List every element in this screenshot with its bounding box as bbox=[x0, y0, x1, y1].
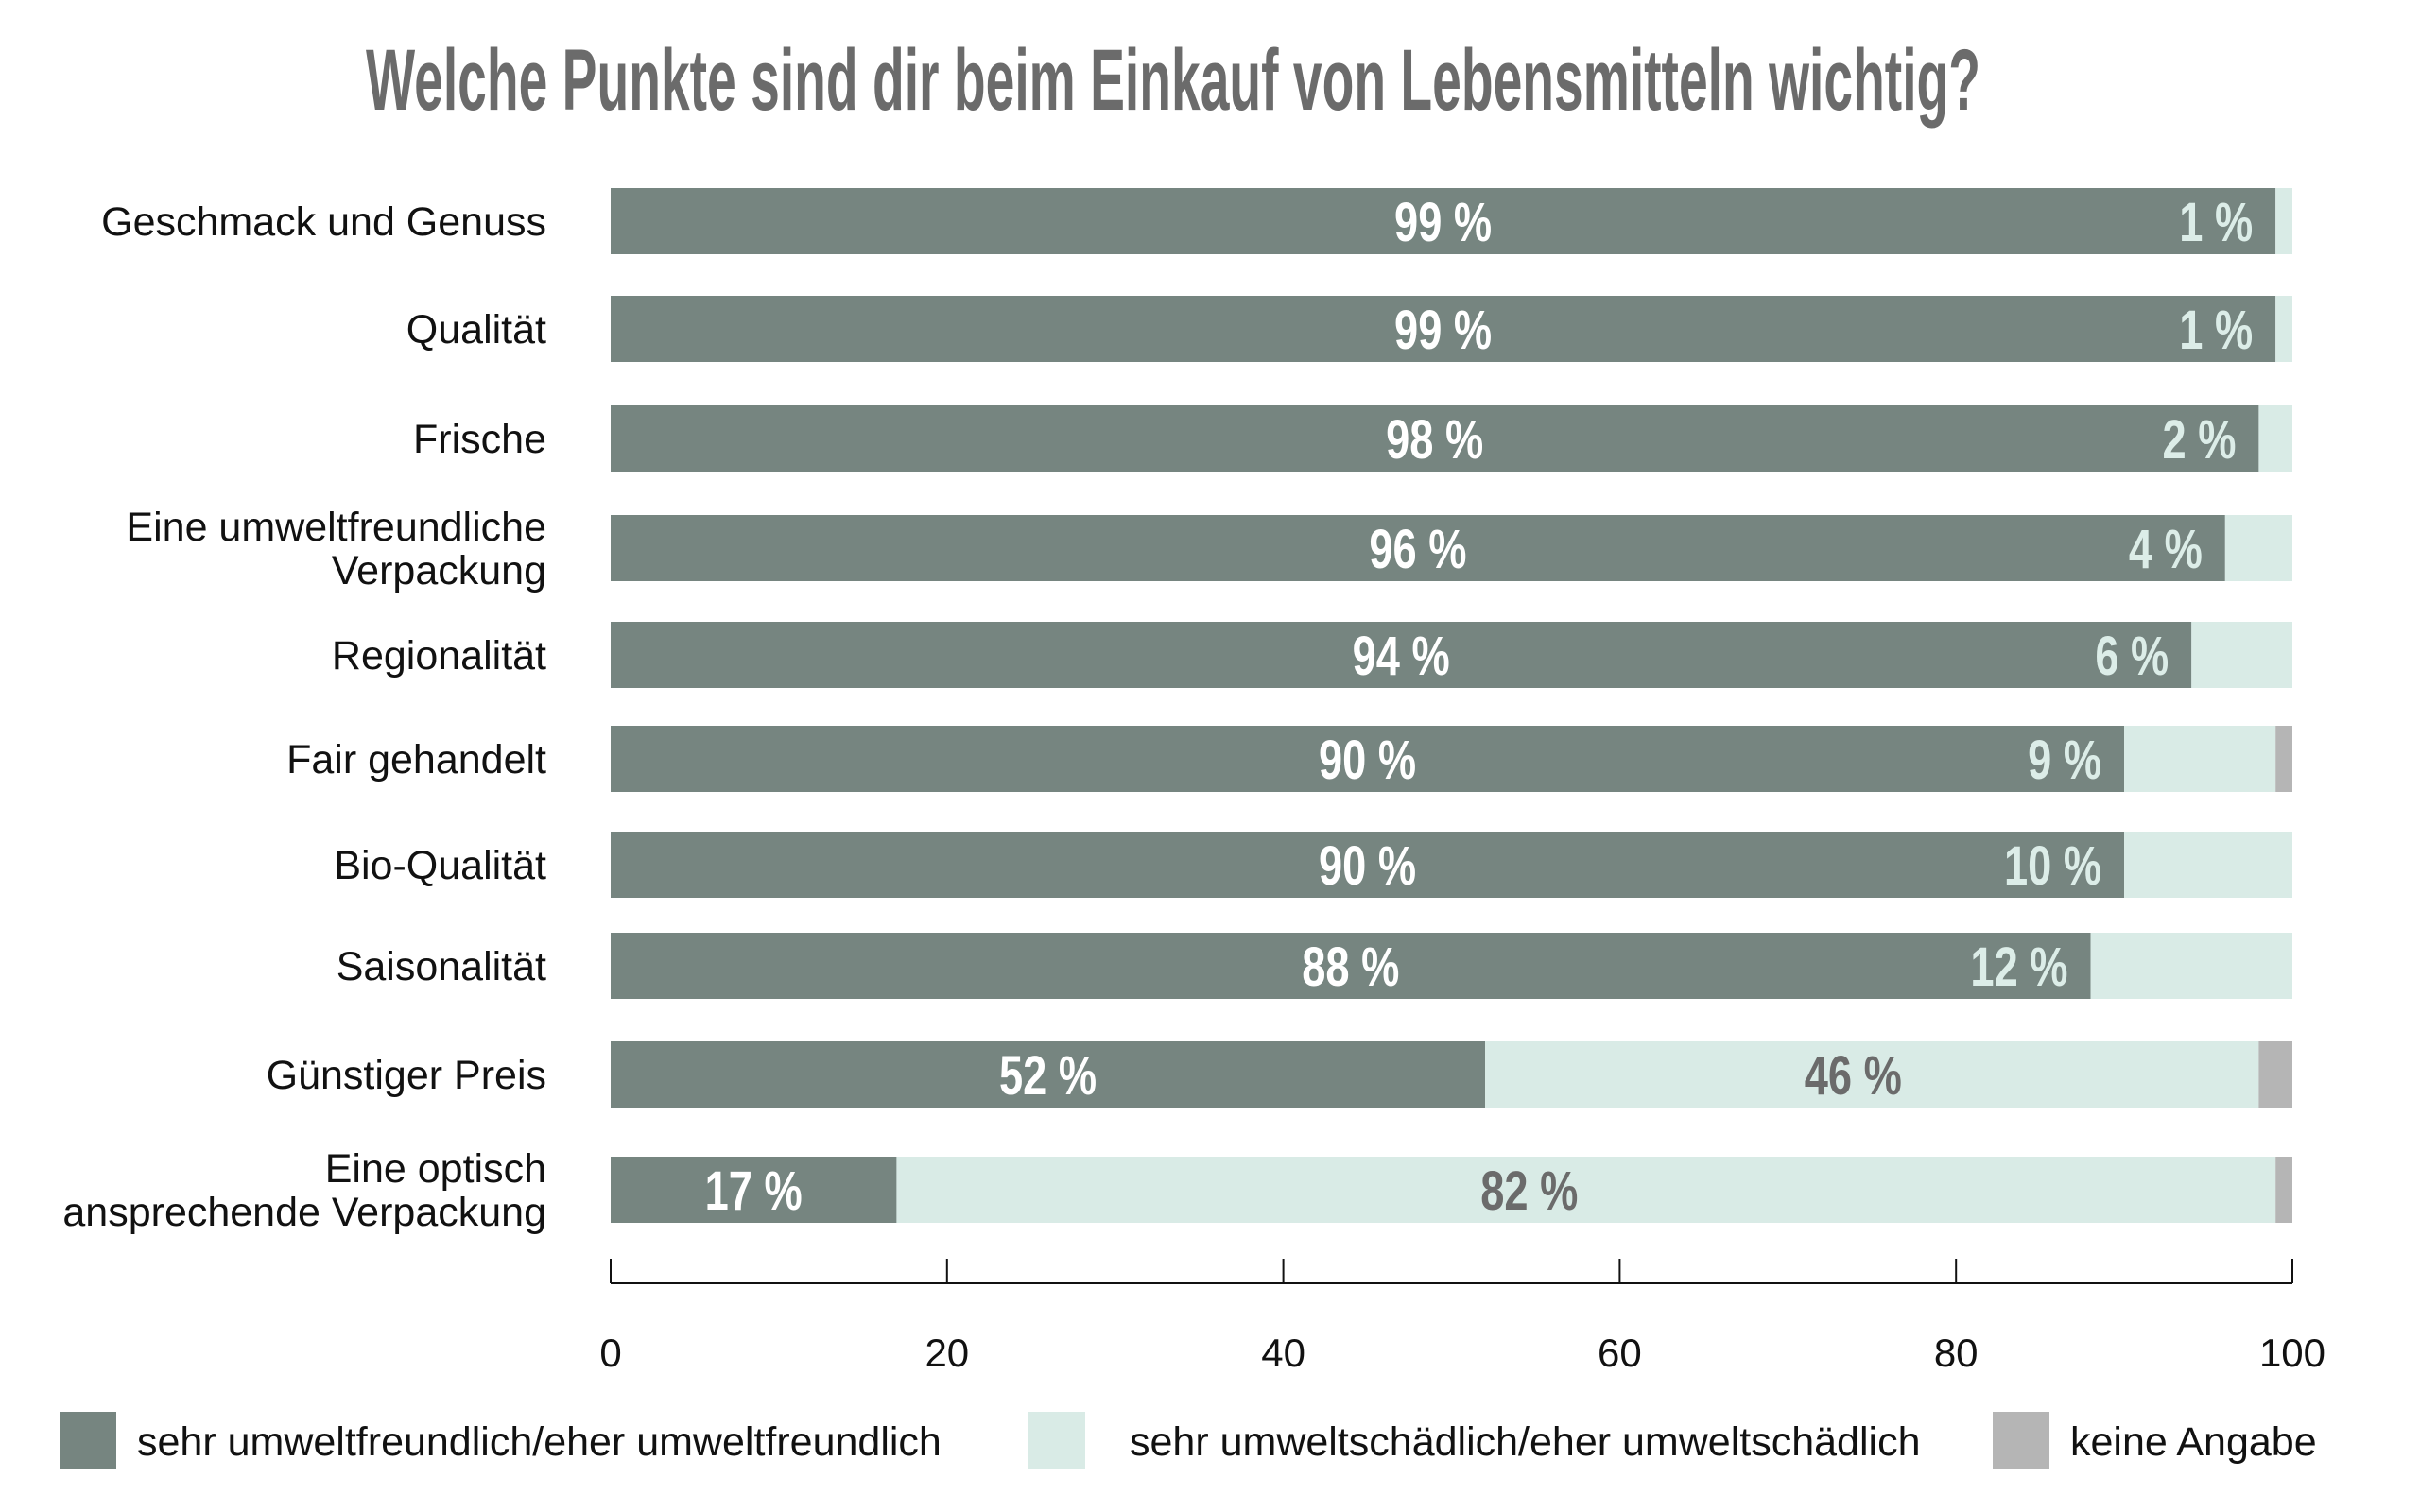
bar-segment-negative bbox=[1485, 1041, 2259, 1108]
category-labels: Geschmack und Genuss Qualität Frische Eine … bbox=[62, 199, 546, 1235]
category-label: Verpackung bbox=[332, 548, 546, 593]
x-axis: 0 20 40 60 80 100 bbox=[599, 1259, 2325, 1375]
value-label: 82 % bbox=[1480, 1161, 1578, 1223]
bar-segment-negative bbox=[2191, 622, 2292, 688]
chart-title: Welche Punkte sind dir beim Einkauf von … bbox=[366, 32, 1980, 129]
x-tick-label: 80 bbox=[1934, 1331, 1979, 1375]
value-label: 12 % bbox=[1970, 937, 2067, 999]
value-label: 99 % bbox=[1394, 193, 1492, 254]
bar-segment-positive bbox=[611, 622, 2192, 688]
bar-segment-negative bbox=[896, 1157, 2276, 1223]
value-label: 99 % bbox=[1394, 301, 1492, 362]
value-label: 17 % bbox=[705, 1161, 803, 1223]
category-label: ansprechende Verpackung bbox=[62, 1190, 546, 1235]
legend: sehr umweltfreundlich/eher umweltfreundl… bbox=[60, 1412, 2317, 1469]
category-label: Bio-Qualität bbox=[334, 843, 546, 888]
bar-segment-positive bbox=[611, 188, 2276, 254]
x-tick-label: 40 bbox=[1261, 1331, 1305, 1375]
bars bbox=[611, 188, 2292, 1223]
category-label: Qualität bbox=[406, 307, 546, 352]
bar-segment-positive bbox=[611, 933, 2091, 999]
bar-segment-negative bbox=[2124, 832, 2292, 898]
bar-segment-no-answer bbox=[2275, 726, 2292, 792]
legend-swatch bbox=[1028, 1412, 1085, 1469]
category-label: Fair gehandelt bbox=[286, 737, 546, 782]
bar-segment-no-answer bbox=[2258, 1041, 2292, 1108]
legend-label: keine Angabe bbox=[2070, 1419, 2317, 1465]
bar-segment-no-answer bbox=[2275, 1157, 2292, 1223]
legend-swatch bbox=[1993, 1412, 2049, 1469]
bar-value-labels: 99 % 1 % 99 % 1 % 98 % 2 % 96 % 4 % 94 % 6 % 90 % 9… bbox=[705, 193, 2254, 1223]
value-label: 90 % bbox=[1319, 730, 1416, 792]
value-label: 1 % bbox=[2179, 193, 2253, 254]
bar-segment-positive bbox=[611, 1157, 897, 1223]
category-label: Geschmack und Genuss bbox=[101, 199, 546, 245]
value-label: 88 % bbox=[1302, 937, 1399, 999]
value-label: 10 % bbox=[2004, 836, 2101, 898]
category-label: Frische bbox=[413, 417, 546, 462]
bar-segment-positive bbox=[611, 832, 2125, 898]
value-label: 6 % bbox=[2095, 627, 2169, 688]
value-label: 94 % bbox=[1353, 627, 1450, 688]
bar-segment-negative bbox=[2224, 515, 2292, 581]
bar-segment-positive bbox=[611, 405, 2259, 472]
category-label: Eine optisch bbox=[325, 1146, 546, 1192]
bar-segment-negative bbox=[2275, 296, 2292, 362]
bar-segment-positive bbox=[611, 726, 2125, 792]
category-label: Günstiger Preis bbox=[267, 1053, 546, 1098]
bar-segment-positive bbox=[611, 515, 2225, 581]
value-label: 2 % bbox=[2162, 410, 2236, 472]
value-label: 90 % bbox=[1319, 836, 1416, 898]
bar-segment-negative bbox=[2258, 405, 2292, 472]
value-label: 52 % bbox=[999, 1046, 1097, 1108]
x-tick-label: 100 bbox=[2259, 1331, 2325, 1375]
category-label: Saisonalität bbox=[337, 944, 546, 989]
category-label: Eine umweltfreundliche bbox=[126, 505, 546, 550]
bar-segment-positive bbox=[611, 1041, 1486, 1108]
bar-segment-negative bbox=[2090, 933, 2292, 999]
value-label: 1 % bbox=[2179, 301, 2253, 362]
x-tick-label: 20 bbox=[925, 1331, 969, 1375]
category-label: Regionalität bbox=[332, 633, 546, 679]
x-tick-label: 60 bbox=[1598, 1331, 1642, 1375]
x-tick-label: 0 bbox=[599, 1331, 621, 1375]
legend-item: keine Angabe bbox=[1993, 1412, 2317, 1469]
bar-segment-positive bbox=[611, 296, 2276, 362]
value-label: 4 % bbox=[2129, 520, 2203, 581]
value-label: 98 % bbox=[1386, 410, 1483, 472]
value-label: 46 % bbox=[1805, 1046, 1902, 1108]
bar-segment-negative bbox=[2275, 188, 2292, 254]
bar-segment-negative bbox=[2124, 726, 2276, 792]
legend-swatch bbox=[60, 1412, 116, 1469]
value-label: 96 % bbox=[1369, 520, 1466, 581]
legend-item: sehr umweltschädlich/eher umweltschädlic… bbox=[1028, 1412, 1920, 1469]
legend-label: sehr umweltfreundlich/eher umweltfreundl… bbox=[137, 1419, 942, 1465]
value-label: 9 % bbox=[2028, 730, 2101, 792]
legend-item: sehr umweltfreundlich/eher umweltfreundl… bbox=[60, 1412, 942, 1469]
legend-label: sehr umweltschädlich/eher umweltschädlic… bbox=[1130, 1419, 1920, 1465]
